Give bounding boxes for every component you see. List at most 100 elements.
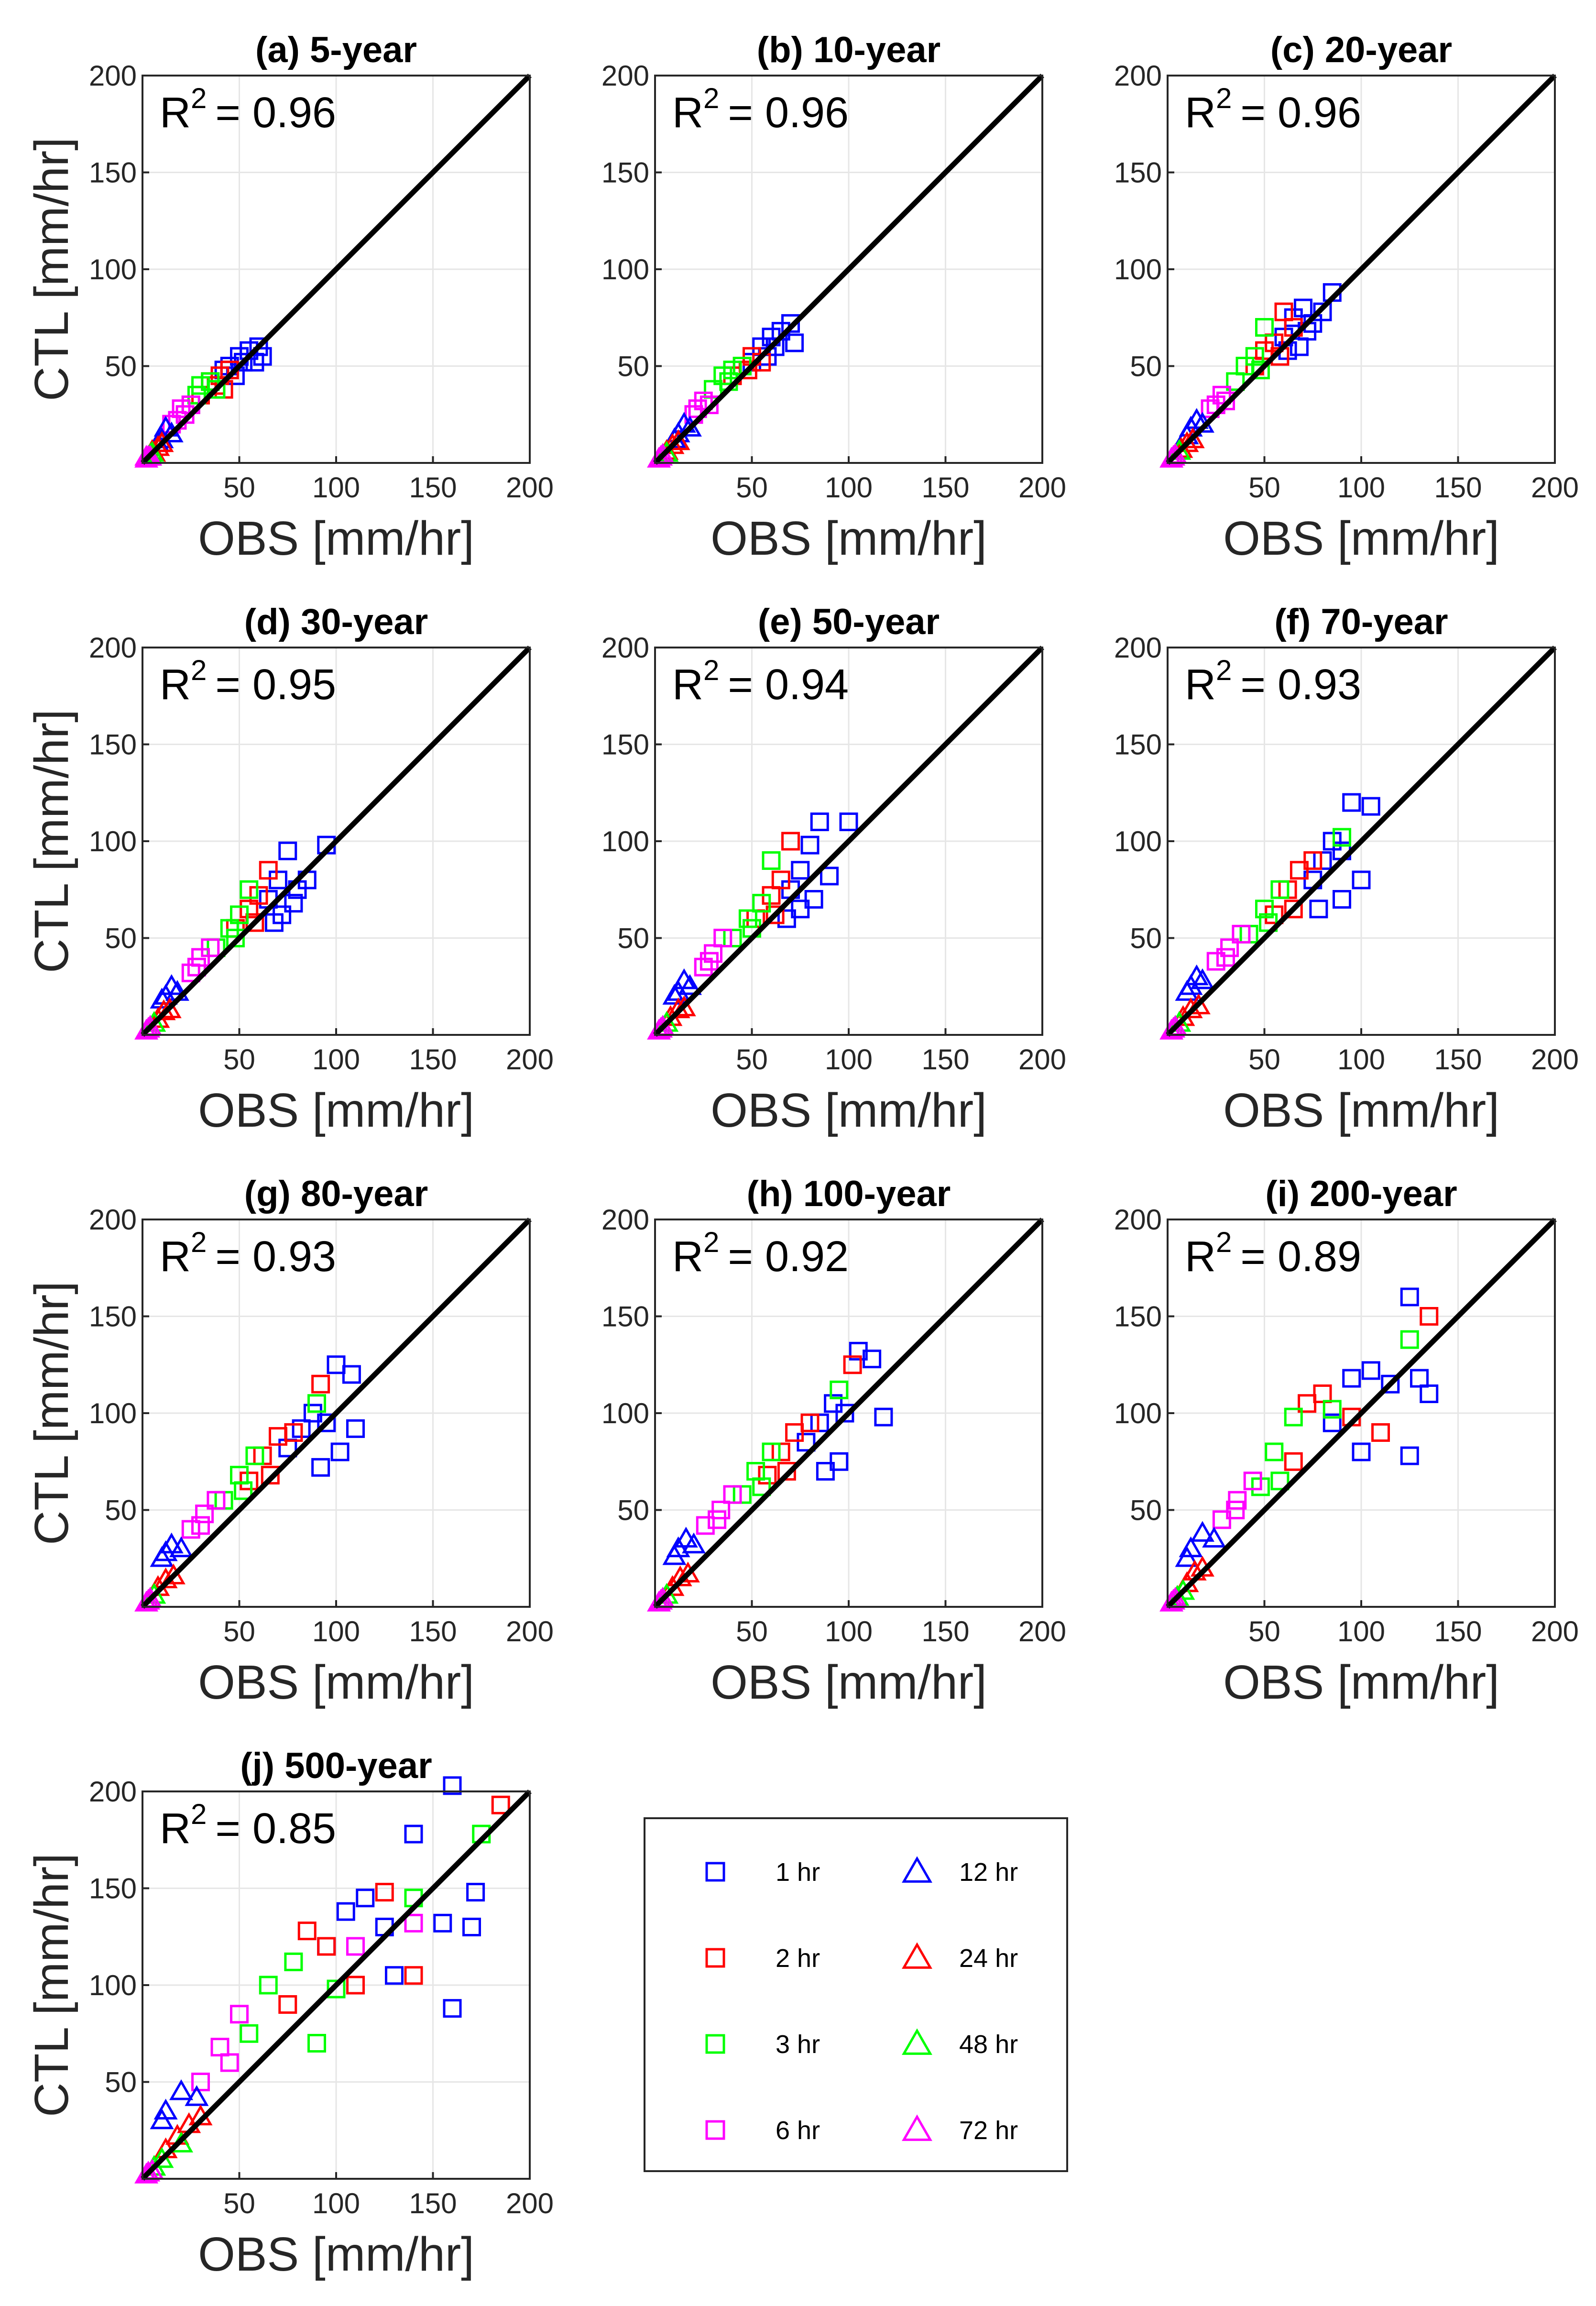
marker-3hr: [1251, 361, 1270, 380]
panel-title: (c) 20-year: [1270, 30, 1452, 70]
r2-symbol: R: [160, 89, 191, 137]
legend-marker: [902, 1942, 932, 1969]
marker-1hr: [781, 314, 800, 333]
x-tick-label: 100: [312, 472, 360, 504]
legend-marker: [705, 2034, 725, 2054]
marker-6hr: [1232, 924, 1251, 944]
r2-annotation: R2 = 0.94: [672, 654, 849, 709]
x-tick-label: 200: [1018, 1615, 1066, 1647]
marker-1hr: [1420, 1384, 1439, 1403]
marker-1hr: [303, 1404, 322, 1423]
marker-2hr: [220, 361, 239, 380]
r2-exponent: 2: [191, 82, 207, 114]
marker-3hr: [259, 1976, 278, 1995]
legend-marker: [902, 2028, 932, 2055]
x-tick-label: 150: [921, 1043, 969, 1076]
r2-annotation: R2 = 0.85: [160, 1798, 336, 1853]
marker-24hr: [666, 429, 690, 450]
y-tick-label: 200: [89, 1204, 137, 1236]
marker-6hr: [207, 1491, 226, 1510]
r2-exponent: 2: [1216, 1226, 1232, 1258]
marker-1hr: [874, 1407, 893, 1427]
marker-1hr: [278, 841, 297, 860]
marker-12hr: [662, 1544, 687, 1565]
x-tick-label: 200: [506, 1043, 554, 1076]
marker-6hr: [175, 405, 195, 424]
marker-1hr: [863, 1350, 882, 1369]
marker-1hr: [785, 333, 804, 352]
y-tick-label: 200: [1114, 1204, 1162, 1236]
marker-3hr: [743, 919, 761, 938]
x-tick-label: 50: [1248, 1615, 1280, 1647]
r2-value: = 0.94: [728, 661, 849, 709]
marker-24hr: [672, 995, 696, 1017]
panel-title: (j) 500-year: [240, 1746, 432, 1786]
marker-1hr: [375, 1918, 394, 1936]
marker-2hr: [785, 1423, 804, 1442]
marker-1hr: [824, 1394, 843, 1413]
y-tick-label: 100: [89, 1969, 137, 2001]
x-axis-label: OBS [mm/hr]: [198, 1656, 474, 1709]
marker-12hr: [185, 2085, 209, 2106]
x-tick-label: 200: [1531, 1615, 1579, 1647]
marker-1hr: [1361, 1361, 1380, 1380]
marker-1hr: [1381, 1374, 1400, 1394]
one-to-one-line: [1166, 74, 1557, 465]
marker-2hr: [1420, 1307, 1439, 1326]
legend-marker: [902, 1856, 932, 1883]
marker-3hr: [752, 894, 771, 913]
y-tick-label: 200: [89, 1776, 137, 1808]
legend-label: 3 hr: [776, 2030, 820, 2059]
x-axis-label: OBS [mm/hr]: [711, 1084, 987, 1137]
x-tick-label: 100: [825, 472, 873, 504]
x-axis-label: OBS [mm/hr]: [711, 1656, 987, 1709]
one-to-one-line: [1166, 646, 1557, 1037]
x-tick-label: 50: [1248, 1043, 1280, 1076]
x-tick-label: 50: [736, 1615, 768, 1647]
one-to-one-line: [1166, 1218, 1557, 1609]
marker-2hr: [259, 861, 278, 880]
y-axis-label: CTL [mm/hr]: [25, 137, 78, 401]
y-tick-label: 150: [89, 729, 137, 761]
marker-6hr: [708, 1510, 727, 1529]
marker-6hr: [220, 2053, 239, 2072]
panel-title: (f) 70-year: [1274, 602, 1448, 642]
y-tick-label: 150: [89, 157, 137, 189]
marker-3hr: [307, 2034, 326, 2053]
legend-marker: [705, 1862, 725, 1882]
legend-marker: [705, 1948, 725, 1968]
r2-value: = 0.92: [728, 1233, 849, 1281]
r2-annotation: R2 = 0.96: [160, 82, 336, 137]
marker-1hr: [1309, 900, 1328, 919]
marker-3hr: [762, 1442, 781, 1461]
x-axis-label: OBS [mm/hr]: [711, 512, 987, 565]
x-axis-label: OBS [mm/hr]: [198, 2228, 474, 2281]
y-tick-label: 150: [601, 729, 649, 761]
x-tick-label: 50: [736, 1043, 768, 1076]
x-tick-label: 50: [1248, 472, 1280, 504]
marker-3hr: [240, 880, 259, 899]
marker-12hr: [1190, 1521, 1214, 1542]
legend-label: 48 hr: [959, 2030, 1018, 2059]
marker-3hr: [1333, 828, 1351, 847]
marker-1hr: [330, 1442, 350, 1461]
marker-1hr: [1323, 283, 1342, 302]
y-tick-label: 200: [1114, 632, 1162, 664]
marker-12hr: [150, 2108, 174, 2130]
legend-label: 1 hr: [776, 1858, 820, 1887]
r2-value: = 0.89: [1240, 1233, 1361, 1281]
y-tick-label: 200: [1114, 60, 1162, 92]
one-to-one-line: [141, 1218, 532, 1609]
marker-3hr: [284, 1952, 303, 1971]
marker-2hr: [765, 905, 785, 924]
y-axis-label: CTL [mm/hr]: [25, 1281, 78, 1545]
marker-1hr: [385, 1966, 404, 1985]
panel-2: 50 100 150 200 50 100 150 200 (c) 20-year R2 = 0.9…: [1114, 30, 1579, 565]
marker-3hr: [1284, 1407, 1303, 1427]
marker-2hr: [1290, 861, 1309, 880]
marker-1hr: [1352, 1442, 1371, 1461]
legend-label: 12 hr: [959, 1858, 1018, 1887]
legend-marker: [902, 2114, 932, 2141]
marker-3hr: [719, 372, 738, 391]
